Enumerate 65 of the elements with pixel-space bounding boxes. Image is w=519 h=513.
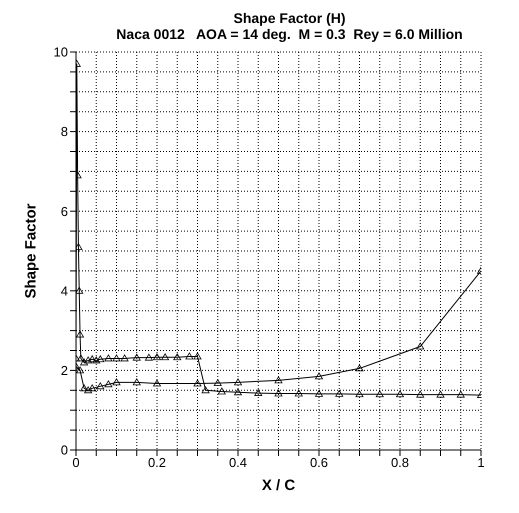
- point: [416, 342, 424, 350]
- point: [76, 286, 84, 294]
- point: [294, 390, 303, 396]
- point: [145, 354, 153, 361]
- point: [202, 386, 210, 394]
- point: [173, 353, 182, 360]
- point: [153, 380, 161, 386]
- point: [92, 356, 100, 364]
- x-tick-label: 0.8: [390, 455, 410, 470]
- point: [436, 390, 444, 398]
- point: [132, 354, 141, 361]
- y-tick-label: 4: [60, 283, 68, 298]
- point: [274, 390, 282, 396]
- point: [456, 390, 465, 398]
- x-tick-label: 0.2: [148, 455, 166, 470]
- point: [153, 353, 161, 360]
- point: [132, 378, 141, 386]
- point: [315, 390, 323, 397]
- point: [218, 388, 226, 394]
- point: [76, 330, 84, 338]
- point: [194, 352, 202, 360]
- point: [84, 356, 92, 364]
- point: [120, 354, 128, 362]
- point: [254, 389, 262, 396]
- y-tick-label: 0: [60, 442, 68, 458]
- y-axis-title: Shape Factor: [22, 203, 40, 299]
- x-tick-label: 0.6: [310, 455, 328, 470]
- point: [104, 380, 112, 388]
- point: [76, 243, 82, 250]
- point: [84, 386, 92, 394]
- point: [186, 352, 194, 360]
- point: [76, 366, 84, 374]
- y-tick-label: 8: [60, 124, 68, 140]
- point: [356, 364, 364, 372]
- point: [112, 378, 120, 386]
- y-tick-label: 6: [60, 204, 68, 219]
- point: [112, 354, 120, 362]
- x-tick-label: 0: [72, 455, 80, 470]
- x-tick-label: 0.4: [228, 455, 248, 470]
- point: [416, 390, 424, 398]
- point: [234, 378, 242, 386]
- point: [274, 376, 282, 384]
- point: [80, 384, 88, 392]
- point: [234, 388, 242, 396]
- y-tick-label: 10: [54, 44, 68, 60]
- point: [194, 380, 202, 386]
- point: [104, 354, 112, 362]
- point: [376, 390, 384, 398]
- point: [396, 390, 404, 398]
- point: [88, 355, 96, 362]
- x-tick-label: 1: [477, 455, 485, 470]
- point: [335, 390, 344, 397]
- point: [161, 353, 169, 360]
- point: [214, 379, 222, 386]
- y-tick-label: 2: [60, 363, 68, 378]
- point: [96, 355, 104, 362]
- point: [315, 372, 323, 380]
- point: [88, 384, 96, 392]
- chart-subtitle: Naca 0012 AOA = 14 deg. M = 0.3 Rey = 6.0 Million: [115, 26, 464, 42]
- chart-title: Shape Factor (H): [232, 10, 346, 26]
- x-axis-title: X / C: [262, 477, 296, 494]
- point: [76, 354, 85, 362]
- point: [96, 382, 104, 390]
- point: [356, 390, 364, 398]
- point: [80, 358, 88, 366]
